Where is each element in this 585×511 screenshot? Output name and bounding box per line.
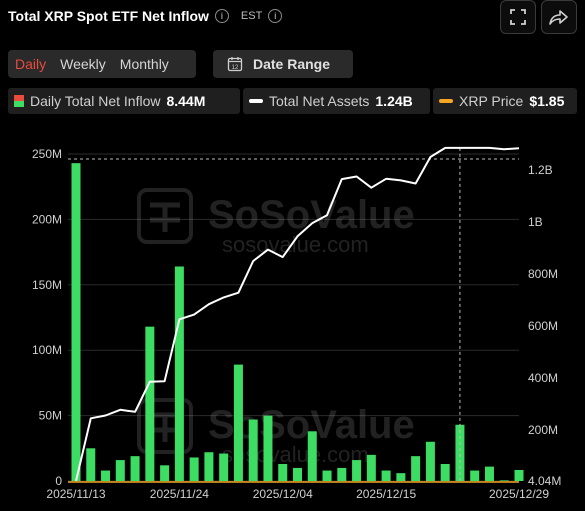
y-left-tick-label: 200M bbox=[32, 212, 62, 226]
y-right-tick-label: 800M bbox=[528, 267, 558, 281]
inflow-bar[interactable] bbox=[86, 448, 96, 481]
y-right-tick-label: 400M bbox=[528, 371, 558, 385]
inflow-bar[interactable] bbox=[101, 470, 111, 481]
timezone-info-icon[interactable]: i bbox=[268, 9, 283, 23]
legend-assets-value: 1.24B bbox=[375, 93, 413, 109]
inflow-bar[interactable] bbox=[514, 469, 524, 481]
chart-title: Total XRP Spot ETF Net Inflow bbox=[8, 8, 209, 24]
inflow-bar[interactable] bbox=[174, 266, 184, 481]
inflow-bar[interactable] bbox=[425, 441, 435, 481]
fullscreen-icon bbox=[510, 9, 526, 25]
x-tick-label: 2025/11/24 bbox=[150, 487, 209, 501]
header: Total XRP Spot ETF Net Inflow i EST i bbox=[8, 6, 283, 26]
tab-monthly[interactable]: Monthly bbox=[119, 56, 169, 72]
inflow-bar[interactable] bbox=[307, 431, 317, 481]
inflow-bar[interactable] bbox=[484, 466, 494, 481]
assets-line[interactable] bbox=[75, 146, 520, 482]
fullscreen-button[interactable] bbox=[500, 0, 536, 34]
y-left-tick-label: 50M bbox=[39, 409, 62, 423]
y-right-tick-label: 600M bbox=[528, 319, 558, 333]
price-legend-icon bbox=[439, 99, 453, 103]
x-tick-label: 2025/12/29 bbox=[489, 487, 549, 501]
y-left-tick-label: 250M bbox=[32, 147, 62, 161]
inflow-bar[interactable] bbox=[455, 424, 465, 481]
assets-line-group bbox=[75, 146, 520, 482]
axes: 0 50M 100M 150M 200M 250M 4.04M 200M 400M 600M 800… bbox=[32, 147, 561, 501]
watermark-url: sosovalue.com bbox=[222, 232, 369, 257]
inflow-bar[interactable] bbox=[278, 463, 288, 481]
assets-legend-icon bbox=[249, 99, 263, 103]
x-tick-label: 2025/11/13 bbox=[46, 487, 105, 501]
inflow-bar[interactable] bbox=[130, 456, 140, 481]
y-left-tick-label: 150M bbox=[32, 278, 62, 292]
x-tick-label: 2025/12/04 bbox=[253, 487, 313, 501]
inflow-bar[interactable] bbox=[233, 364, 243, 481]
inflow-bar[interactable] bbox=[160, 465, 170, 481]
inflow-legend-icon bbox=[14, 95, 24, 107]
grid-lines bbox=[68, 153, 519, 482]
info-icon[interactable]: i bbox=[214, 9, 229, 23]
inflow-bar[interactable] bbox=[470, 470, 480, 481]
y-left-tick-label: 0 bbox=[55, 474, 62, 488]
inflow-bar[interactable] bbox=[293, 467, 302, 481]
inflow-bar[interactable] bbox=[440, 463, 450, 481]
inflow-bar[interactable] bbox=[499, 480, 509, 481]
share-icon bbox=[549, 10, 568, 25]
legend-inflow[interactable]: Daily Total Net Inflow 8.44M bbox=[8, 88, 240, 114]
legend-inflow-label: Daily Total Net Inflow bbox=[30, 93, 161, 109]
watermark-logo-mark bbox=[150, 202, 180, 232]
date-range-button[interactable]: 12 Date Range bbox=[213, 50, 353, 78]
inflow-bar[interactable] bbox=[248, 419, 258, 481]
calendar-icon-text: 12 bbox=[232, 65, 239, 71]
inflow-bars bbox=[71, 163, 524, 481]
timezone-label: EST bbox=[240, 10, 263, 22]
legend-assets-label: Total Net Assets bbox=[269, 93, 370, 109]
y-right-tick-label: 200M bbox=[528, 423, 558, 437]
inflow-bar[interactable] bbox=[381, 470, 391, 481]
tab-daily[interactable]: Daily bbox=[15, 56, 47, 72]
crosshair bbox=[68, 147, 519, 481]
inflow-bar[interactable] bbox=[352, 460, 362, 481]
y-left-tick-label: 100M bbox=[32, 343, 62, 357]
inflow-bar[interactable] bbox=[189, 457, 199, 481]
y-right-tick-label: 1.2B bbox=[528, 163, 553, 177]
legend-price[interactable]: XRP Price $1.85 bbox=[433, 88, 577, 114]
inflow-bar[interactable] bbox=[263, 415, 273, 481]
inflow-bar[interactable] bbox=[219, 453, 229, 481]
watermark-url-2: sosovalue.com bbox=[222, 442, 369, 467]
watermark-logo-icon-2 bbox=[137, 398, 193, 454]
watermark-brand: SoSoValue bbox=[208, 193, 415, 237]
y-right-tick-label: 1B bbox=[528, 215, 543, 229]
legend-assets[interactable]: Total Net Assets 1.24B bbox=[243, 88, 430, 114]
period-tabs: Daily Weekly Monthly bbox=[8, 50, 196, 78]
date-range-label: Date Range bbox=[253, 56, 331, 72]
inflow-bar[interactable] bbox=[115, 460, 125, 481]
inflow-bar[interactable] bbox=[337, 467, 347, 481]
watermark-top: SoSoValue sosovalue.com bbox=[137, 188, 415, 257]
inflow-bar[interactable] bbox=[71, 163, 81, 481]
watermark-logo-icon bbox=[137, 188, 193, 244]
x-tick-label: 2025/12/15 bbox=[356, 487, 416, 501]
inflow-bar[interactable] bbox=[396, 473, 406, 481]
legend-inflow-value: 8.44M bbox=[166, 93, 206, 109]
y-right-tick-label: 4.04M bbox=[528, 474, 561, 488]
inflow-bar[interactable] bbox=[366, 454, 376, 481]
inflow-bar[interactable] bbox=[411, 456, 421, 481]
inflow-bar[interactable] bbox=[204, 452, 214, 481]
legend-price-value: $1.85 bbox=[529, 93, 565, 109]
inflow-bar[interactable] bbox=[322, 470, 332, 481]
inflow-bar[interactable] bbox=[145, 326, 155, 481]
calendar-icon: 12 bbox=[227, 57, 243, 72]
tab-weekly[interactable]: Weekly bbox=[60, 56, 106, 72]
legend-price-label: XRP Price bbox=[459, 93, 524, 109]
share-button[interactable] bbox=[541, 0, 577, 34]
